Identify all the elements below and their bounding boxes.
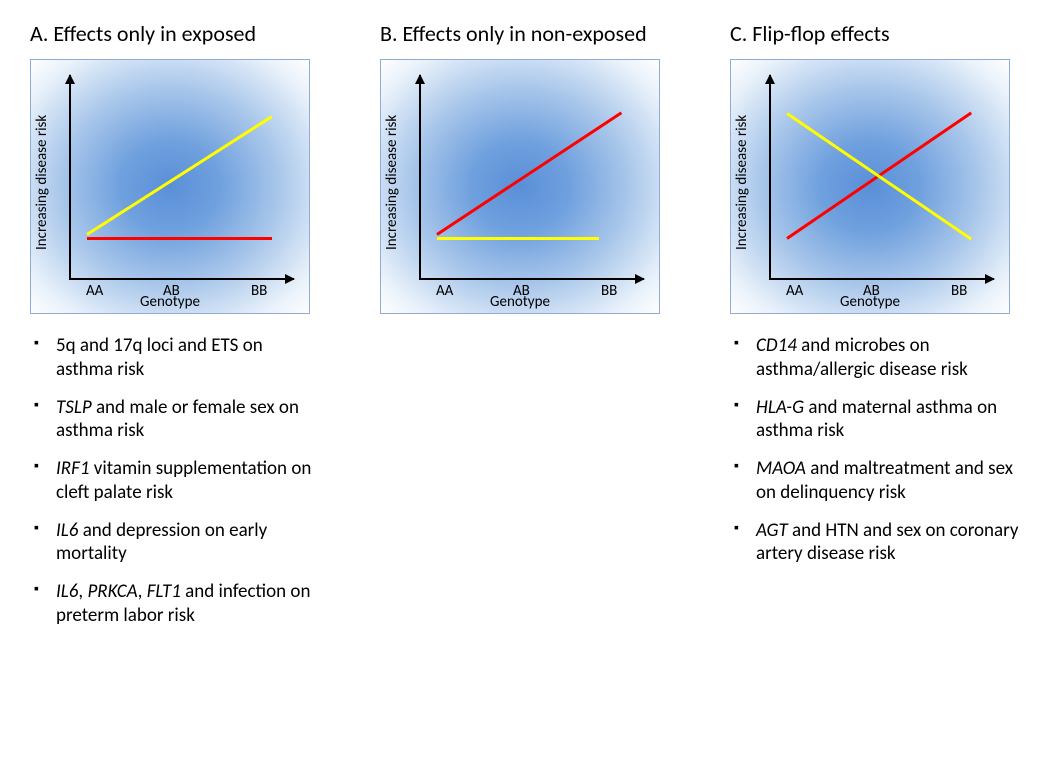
panel-c: C. Flip-flop effects Increasing disease … <box>730 20 1020 642</box>
x-axis <box>69 278 294 280</box>
panel-a: A. Effects only in exposed Increasing di… <box>30 20 320 642</box>
bullet-item: MAOA and maltreatment and sex on delinqu… <box>748 457 1020 505</box>
panel-b-title: B. Effects only in non-exposed <box>380 20 670 47</box>
bullet-item: IRF1 vitamin supplementation on cleft pa… <box>48 457 320 505</box>
bullet-item: CD14 and microbes on asthma/allergic dis… <box>748 334 1020 382</box>
bullet-item: HLA-G and maternal asthma on asthma risk <box>748 396 1020 444</box>
series-line-non-exposed <box>436 112 622 236</box>
panel-c-title: C. Flip-flop effects <box>730 20 1020 47</box>
panel-c-chart: Increasing disease risk AA AB BB Genotyp… <box>730 59 1010 314</box>
panel-b-chart: Increasing disease risk AA AB BB Genotyp… <box>380 59 660 314</box>
panel-c-bullets: CD14 and microbes on asthma/allergic dis… <box>730 334 1020 566</box>
x-axis <box>419 278 644 280</box>
series-line-exposed <box>437 237 599 240</box>
bullet-item: AGT and HTN and sex on coronary artery d… <box>748 519 1020 567</box>
panel-a-chart: Increasing disease risk AA AB BB Genotyp… <box>30 59 310 314</box>
panels-row: A. Effects only in exposed Increasing di… <box>30 20 1020 642</box>
y-axis <box>69 75 71 280</box>
x-axis-label: Genotype <box>31 293 309 311</box>
x-axis-label: Genotype <box>731 293 1009 311</box>
panel-a-bullets: 5q and 17q loci and ETS on asthma risk TS… <box>30 334 320 628</box>
y-axis <box>769 75 771 280</box>
panel-a-title: A. Effects only in exposed <box>30 20 320 47</box>
panel-b: B. Effects only in non-exposed Increasin… <box>380 20 670 642</box>
bullet-item: 5q and 17q loci and ETS on asthma risk <box>48 334 320 382</box>
bullet-item: TSLP and male or female sex on asthma ri… <box>48 396 320 444</box>
x-axis <box>769 278 994 280</box>
x-axis-label: Genotype <box>381 293 659 311</box>
bullet-item: IL6, PRKCA, FLT1 and infection on preter… <box>48 580 320 628</box>
series-line-non-exposed <box>87 237 272 240</box>
bullet-item: IL6 and depression on early mortality <box>48 519 320 567</box>
y-axis <box>419 75 421 280</box>
series-line-exposed <box>86 116 272 236</box>
